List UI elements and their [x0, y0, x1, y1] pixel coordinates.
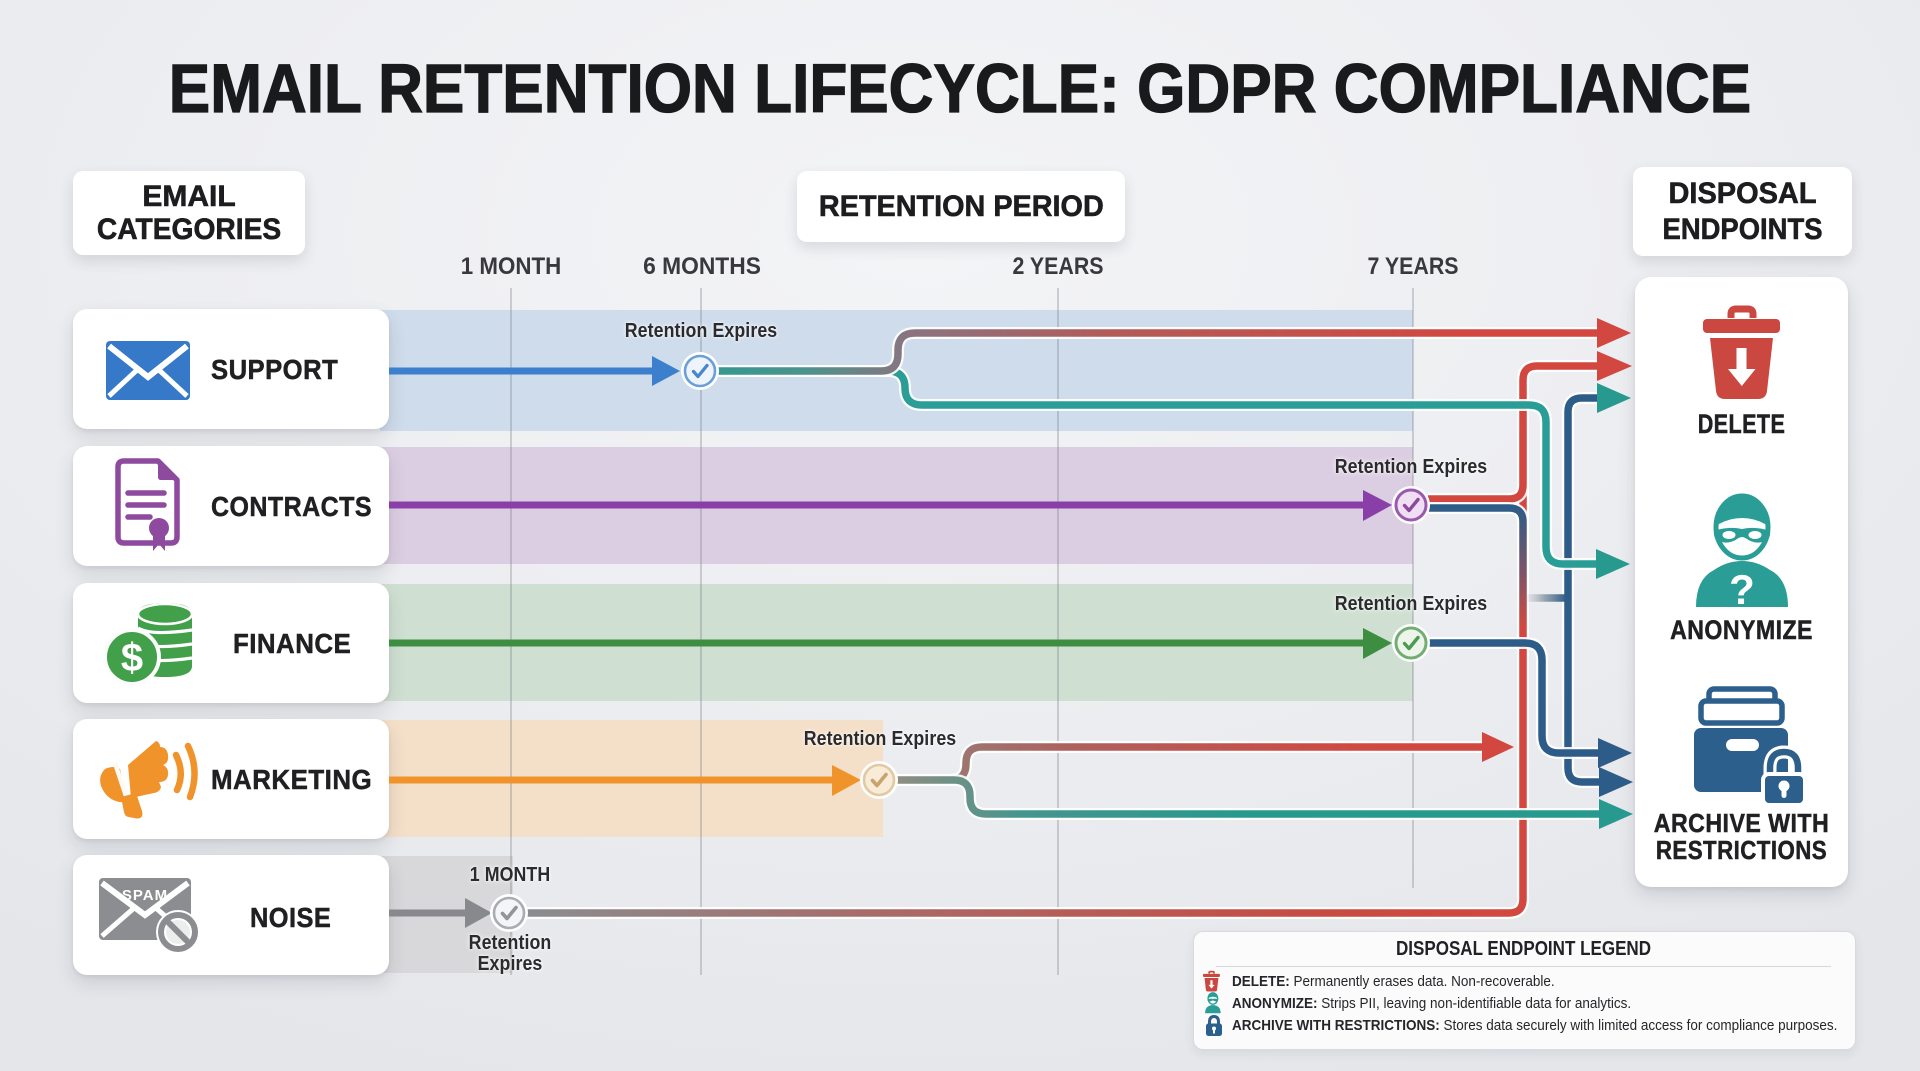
svg-text:SPAM: SPAM [122, 887, 168, 904]
svg-text:$: $ [121, 636, 143, 680]
svg-text:?: ? [1729, 566, 1755, 613]
